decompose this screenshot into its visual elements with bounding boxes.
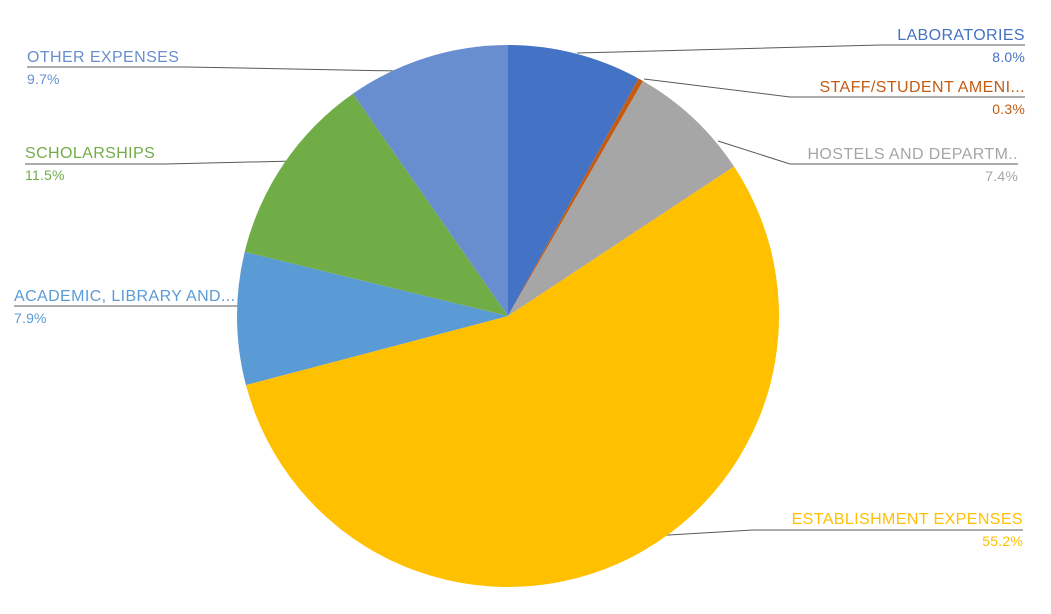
pie-slice-other-expenses — [352, 44, 508, 316]
leader-line-other-expenses — [27, 66, 399, 72]
leader-line-laboratories — [576, 44, 1025, 54]
pie-slice-laboratories — [508, 45, 639, 316]
pie-label-hostels-departments: HOSTELS AND DEPARTM.. 7.4% — [807, 146, 1018, 184]
pie-slice-staff-student-amenities — [508, 78, 644, 317]
leader-line-hostels-departments — [717, 140, 1018, 165]
pie-label-other-expenses: OTHER EXPENSES 9.7% — [27, 49, 179, 87]
pie-label-value: 0.3% — [992, 101, 1025, 117]
pie-slices — [237, 44, 779, 587]
pie-label-name: ESTABLISHMENT EXPENSES — [791, 511, 1023, 528]
pie-label-name: OTHER EXPENSES — [27, 49, 180, 66]
pie-label-name: SCHOLARSHIPS — [25, 145, 156, 162]
pie-label-name: ACADEMIC, LIBRARY AND... — [14, 288, 236, 305]
pie-label-laboratories: LABORATORIES 8.0% — [897, 27, 1025, 65]
pie-label-value: 9.7% — [27, 71, 60, 87]
pie-label-name: LABORATORIES — [897, 27, 1025, 44]
pie-label-name: STAFF/STUDENT AMENI... — [819, 79, 1025, 96]
leader-line-establishment-expenses — [651, 529, 1023, 537]
pie-slice-hostels-departments — [508, 81, 735, 317]
pie-slice-establishment-expenses — [245, 166, 779, 587]
pie-label-value: 55.2% — [982, 533, 1023, 549]
pie-label-value: 7.9% — [14, 310, 47, 326]
pie-label-staff-student-amenities: STAFF/STUDENT AMENI... 0.3% — [819, 79, 1025, 117]
pie-label-value: 11.5% — [25, 167, 65, 183]
leader-line-scholarships — [25, 160, 296, 165]
pie-label-name: HOSTELS AND DEPARTM.. — [807, 146, 1018, 163]
pie-label-academic-library-others: ACADEMIC, LIBRARY AND... 7.9% — [14, 288, 236, 326]
leader-line-staff-student-amenities — [643, 78, 1025, 98]
pie-slice-scholarships — [244, 93, 508, 316]
pie-label-value: 8.0% — [992, 49, 1025, 65]
pie-label-scholarships: SCHOLARSHIPS 11.5% — [25, 145, 155, 183]
pie-label-value: 7.4% — [985, 168, 1018, 184]
pie-slice-academic-library-others — [237, 251, 508, 386]
pie-label-establishment-expenses: ESTABLISHMENT EXPENSES 55.2% — [792, 511, 1023, 549]
